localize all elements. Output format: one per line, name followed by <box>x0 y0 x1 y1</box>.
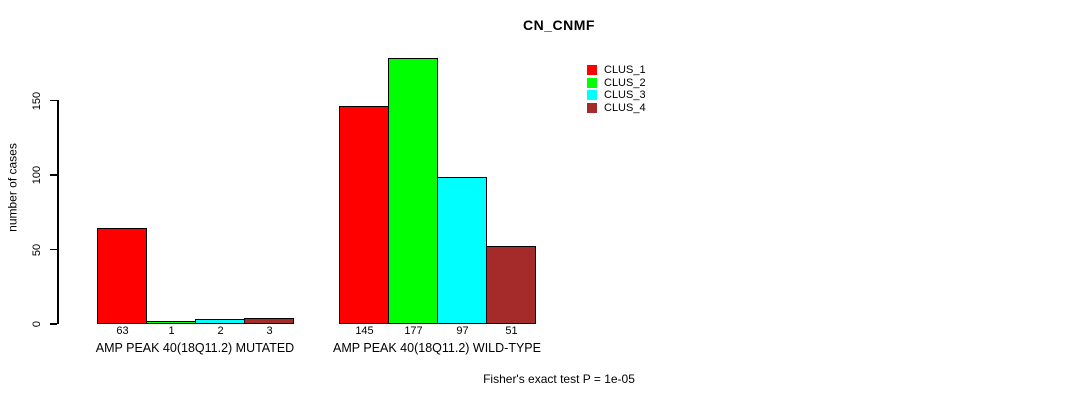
legend-swatch <box>587 90 597 101</box>
legend-item-label: CLUS_2 <box>604 76 646 89</box>
chart-title: CN_CNMF <box>523 17 595 33</box>
y-axis-tick-label: 50 <box>31 243 43 256</box>
y-axis-tick <box>50 174 57 176</box>
bar-clus_3 <box>195 319 245 324</box>
y-axis-label: number of cases <box>5 143 20 232</box>
bar-clus_1 <box>339 105 389 324</box>
y-axis-tick-label: 150 <box>31 91 43 110</box>
bar-clus_4 <box>486 246 536 324</box>
group-label: AMP PEAK 40(18Q11.2) MUTATED <box>95 341 295 355</box>
y-axis-tick <box>50 99 57 101</box>
bar-value-label: 3 <box>266 325 273 337</box>
bar-value-label: 97 <box>456 325 469 337</box>
y-axis-tick-label: 0 <box>31 320 43 328</box>
bar-value-label: 51 <box>505 325 518 337</box>
y-axis-tick <box>50 323 57 325</box>
bar-value-label: 2 <box>217 325 224 337</box>
bar-value-label: 1 <box>168 325 175 337</box>
legend-item-label: CLUS_4 <box>604 102 646 115</box>
legend-item-label: CLUS_1 <box>604 64 646 76</box>
bar-clus_3 <box>437 177 487 324</box>
bar-value-label: 145 <box>355 325 374 337</box>
y-axis-tick <box>50 248 57 250</box>
legend-swatch <box>587 77 597 88</box>
group-label: AMP PEAK 40(18Q11.2) WILD-TYPE <box>333 341 541 355</box>
bar-clus_4 <box>244 317 294 324</box>
bar-clus_1 <box>97 228 147 324</box>
fisher-test-note: Fisher's exact test P = 1e-05 <box>483 372 635 386</box>
bar-value-label: 177 <box>404 325 423 337</box>
bar-clus_2 <box>146 320 196 324</box>
legend-swatch <box>587 65 597 75</box>
bar-clus_2 <box>388 58 438 324</box>
legend-swatch <box>587 103 597 114</box>
bar-value-label: 63 <box>116 325 129 337</box>
y-axis-line <box>57 99 59 324</box>
legend-item-label: CLUS_3 <box>604 89 646 102</box>
y-axis-tick-label: 100 <box>31 165 43 185</box>
